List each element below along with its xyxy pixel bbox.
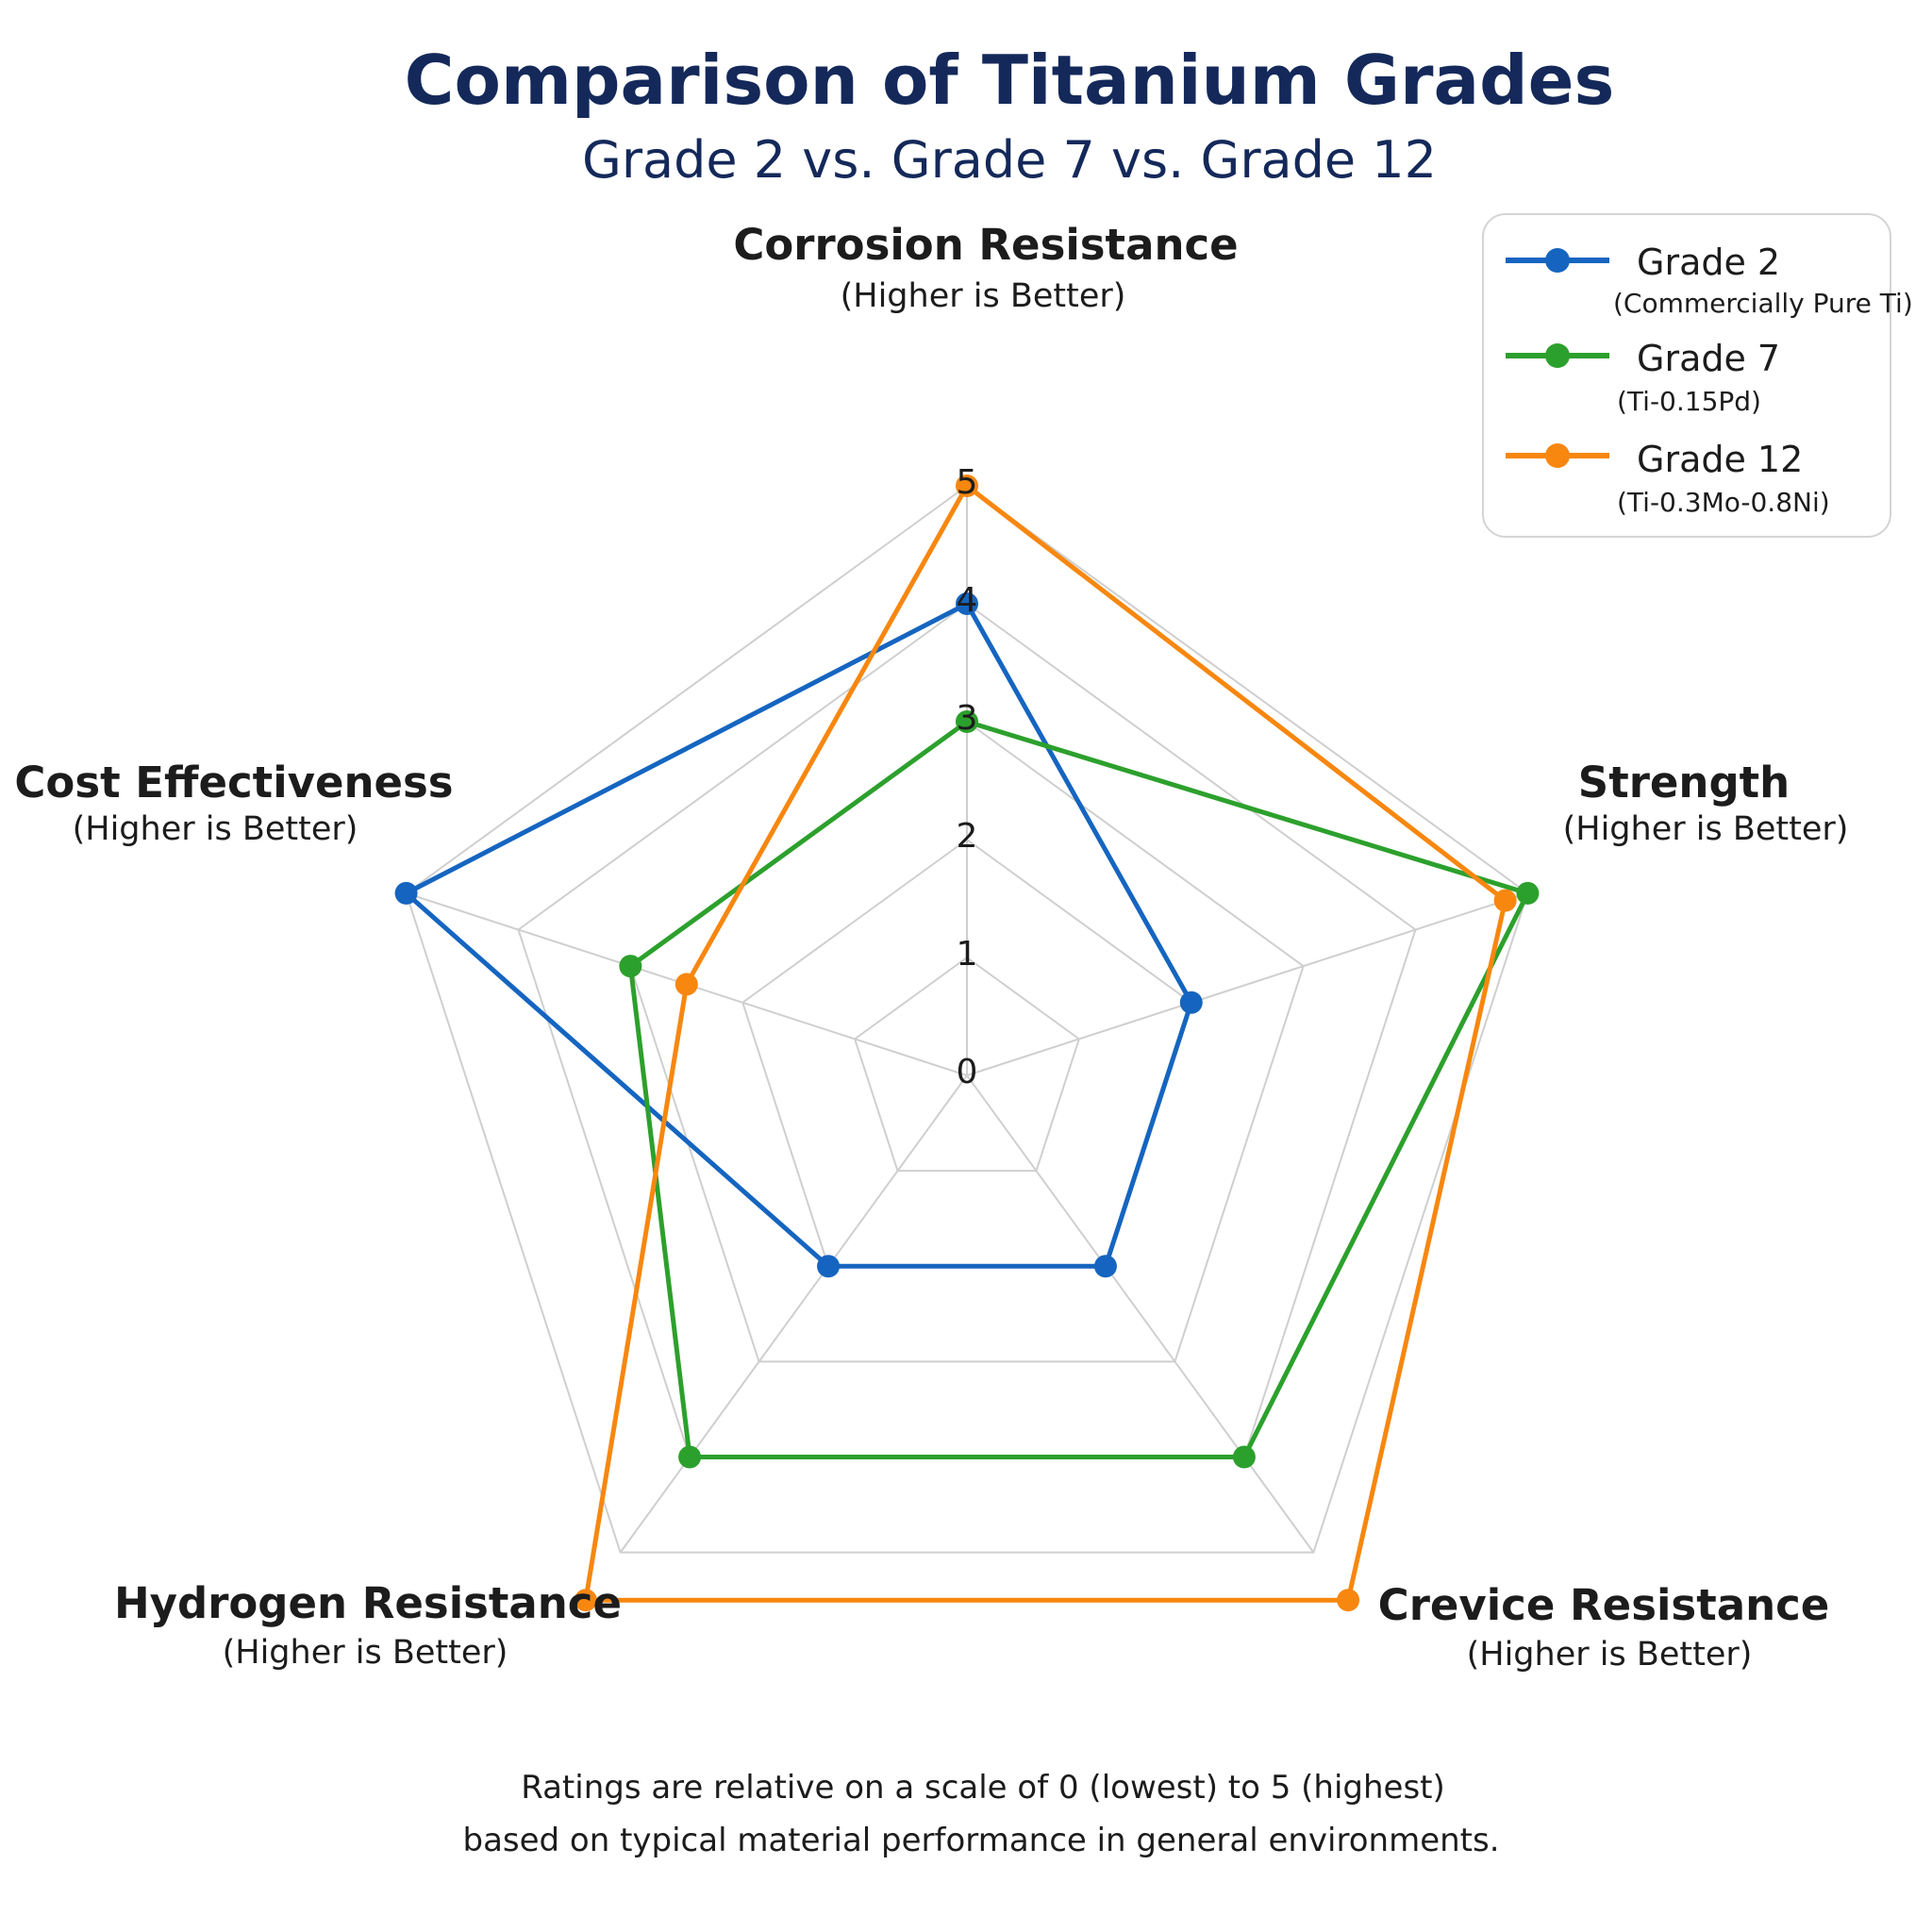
- legend-desc-grade-7: (Ti-0.15Pd): [1617, 386, 1761, 417]
- legend-item-grade-7: Grade 7 (Ti-0.15Pd): [1506, 338, 1780, 417]
- chart-title: Comparison of Titanium Grades: [405, 41, 1615, 120]
- data-point-grade-2-2: [1179, 991, 1203, 1014]
- tick-labels: 0 1 2 3 4 5: [957, 463, 978, 1091]
- axis-spoke-2: [966, 891, 1528, 1076]
- tick-label-1: 1: [957, 935, 978, 974]
- legend-label-grade-7: Grade 7: [1637, 338, 1780, 379]
- data-point-grade-12-5: [675, 973, 698, 996]
- data-point-grade-7-5: [619, 955, 642, 978]
- legend-desc-grade-12: (Ti-0.3Mo-0.8Ni): [1617, 487, 1830, 518]
- axis-spoke-3: [966, 1074, 1315, 1554]
- series-grade-12: [574, 475, 1517, 1612]
- axis-label-hydrogen: Hydrogen Resistance: [114, 1578, 622, 1628]
- footnote-line-1: Ratings are relative on a scale of 0 (lo…: [521, 1769, 1445, 1807]
- grid-ring-5: [405, 484, 1529, 1554]
- series-line-grade-12: [583, 483, 1508, 1603]
- data-point-grade-2-1: [956, 592, 978, 615]
- axis-label-corrosion: Corrosion Resistance: [733, 220, 1238, 270]
- series-layer: [394, 475, 1540, 1612]
- axis-note-strength: (Higher is Better): [1563, 810, 1849, 848]
- axis-spoke-4: [619, 1074, 968, 1554]
- footnote-line-2: based on typical material performance in…: [462, 1822, 1499, 1859]
- grid: [405, 484, 1529, 1554]
- axis-label-strength: Strength: [1578, 758, 1790, 808]
- data-point-grade-12-1: [956, 475, 978, 497]
- legend-item-grade-12: Grade 12 (Ti-0.3Mo-0.8Ni): [1506, 439, 1830, 518]
- legend: Grade 2 (Commercially Pure Ti) Grade 7 (…: [1482, 213, 1913, 538]
- chart-subtitle: Grade 2 vs. Grade 7 vs. Grade 12: [582, 130, 1437, 190]
- axis-note-cost: (Higher is Better): [73, 810, 358, 848]
- legend-marker-grade-7: [1545, 343, 1570, 368]
- data-point-grade-2-5: [394, 881, 418, 905]
- data-point-grade-12-3: [1337, 1589, 1360, 1612]
- tick-label-0: 0: [957, 1053, 978, 1091]
- series-grade-7: [619, 710, 1540, 1469]
- data-point-grade-2-4: [817, 1255, 841, 1278]
- series-line-grade-7: [627, 719, 1530, 1460]
- axis-note-hydrogen: (Higher is Better): [223, 1634, 508, 1672]
- tick-label-3: 3: [957, 699, 978, 738]
- data-point-grade-2-3: [1093, 1255, 1117, 1278]
- data-point-grade-12-4: [574, 1589, 597, 1612]
- series-line-grade-2: [404, 601, 1194, 1269]
- legend-item-grade-2: Grade 2 (Commercially Pure Ti): [1506, 242, 1913, 319]
- data-point-grade-7-1: [956, 710, 978, 733]
- axis-label-crevice: Crevice Resistance: [1378, 1580, 1830, 1630]
- legend-marker-grade-2: [1545, 248, 1570, 273]
- legend-desc-grade-2: (Commercially Pure Ti): [1613, 288, 1913, 319]
- data-point-grade-7-4: [678, 1445, 702, 1469]
- axis-label-cost: Cost Effectiveness: [14, 758, 453, 808]
- legend-label-grade-12: Grade 12: [1637, 439, 1803, 480]
- axis-note-corrosion: (Higher is Better): [841, 277, 1126, 315]
- data-point-grade-7-3: [1232, 1445, 1256, 1469]
- data-point-grade-7-2: [1516, 881, 1540, 905]
- tick-label-2: 2: [957, 817, 978, 856]
- legend-marker-grade-12: [1545, 443, 1570, 468]
- series-grade-2: [394, 592, 1203, 1278]
- data-point-grade-12-2: [1493, 889, 1517, 912]
- tick-label-5: 5: [957, 463, 978, 502]
- axis-note-crevice: (Higher is Better): [1467, 1636, 1753, 1674]
- legend-label-grade-2: Grade 2: [1637, 242, 1780, 283]
- grid-ring-1: [853, 956, 1081, 1173]
- tick-label-4: 4: [957, 581, 978, 620]
